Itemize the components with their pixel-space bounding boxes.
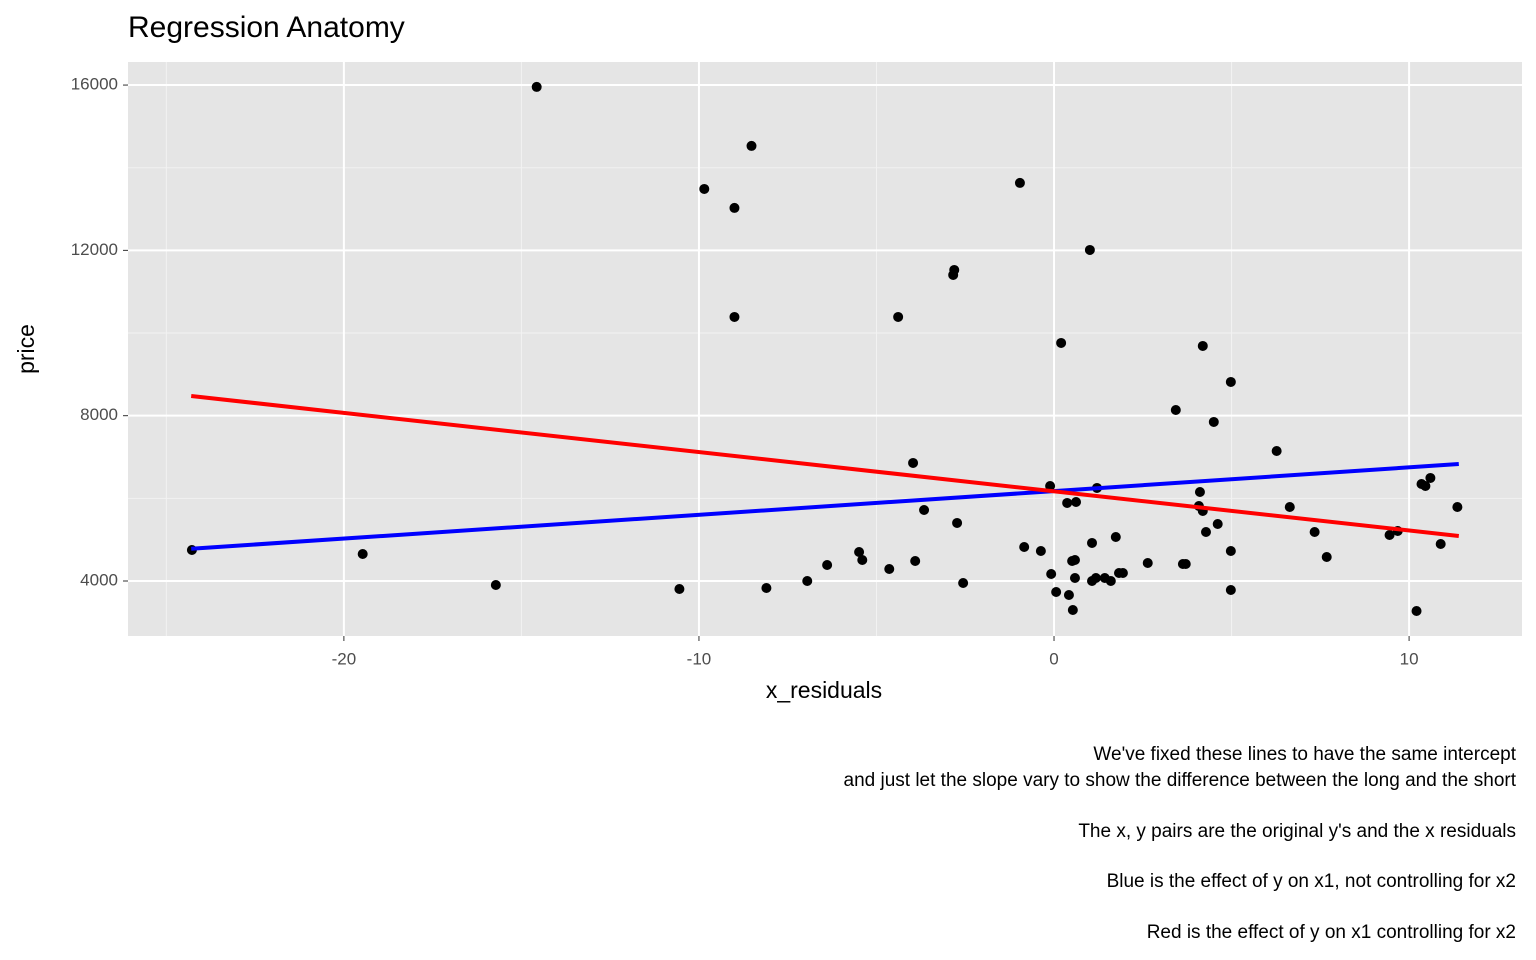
point	[1142, 557, 1153, 568]
regression-line	[191, 462, 1459, 551]
point	[1435, 539, 1446, 550]
point	[699, 183, 710, 194]
point	[1110, 531, 1121, 542]
point	[1084, 244, 1095, 255]
caption-line: The x, y pairs are the original y's and …	[1078, 821, 1516, 842]
point	[1284, 501, 1295, 512]
point	[910, 555, 921, 566]
point	[1019, 541, 1030, 552]
plot-panel	[128, 62, 1522, 636]
point	[674, 584, 685, 595]
point	[1197, 340, 1208, 351]
point	[1069, 554, 1080, 565]
x-tick-label: 10	[1400, 649, 1419, 668]
point	[908, 457, 919, 468]
point	[1014, 177, 1025, 188]
point	[1035, 545, 1046, 556]
point	[1452, 501, 1463, 512]
point	[1069, 572, 1080, 583]
point	[884, 564, 895, 575]
x-tick-label: -10	[687, 649, 712, 668]
point	[1090, 572, 1101, 583]
point	[1309, 526, 1320, 537]
point	[1056, 337, 1067, 348]
point	[1321, 551, 1332, 562]
point	[822, 559, 833, 570]
point	[1384, 529, 1395, 540]
point	[1271, 445, 1282, 456]
point	[893, 311, 904, 322]
x-axis-label: x_residuals	[766, 677, 882, 703]
point	[1194, 486, 1205, 497]
point	[1105, 575, 1116, 586]
point	[729, 311, 740, 322]
point	[1411, 605, 1422, 616]
point	[857, 554, 868, 565]
point	[854, 546, 865, 557]
point	[1425, 472, 1436, 483]
y-tick-label: 4000	[80, 570, 118, 589]
point	[1067, 605, 1078, 616]
point	[1225, 545, 1236, 556]
point	[1117, 567, 1128, 578]
y-tick-label: 16000	[71, 75, 118, 94]
point	[1045, 480, 1056, 491]
point	[1180, 559, 1191, 570]
point	[952, 517, 963, 528]
point	[729, 202, 740, 213]
x-tick-label: 0	[1049, 649, 1058, 668]
point	[490, 580, 501, 591]
point	[1170, 404, 1181, 415]
point	[1420, 480, 1431, 491]
point	[802, 575, 813, 586]
point	[746, 140, 757, 151]
point	[1212, 519, 1223, 530]
point	[1225, 376, 1236, 387]
point	[1225, 585, 1236, 596]
point	[1051, 586, 1062, 597]
point	[1208, 416, 1219, 427]
point	[919, 504, 930, 515]
point	[531, 81, 542, 92]
point	[761, 582, 772, 593]
point	[1063, 590, 1074, 601]
point	[1046, 569, 1057, 580]
point	[1071, 496, 1082, 507]
caption-line: We've fixed these lines to have the same…	[1093, 744, 1516, 765]
point	[1200, 526, 1211, 537]
x-tick-label: -20	[332, 649, 357, 668]
point	[949, 264, 960, 275]
chart-title: Regression Anatomy	[128, 11, 405, 44]
caption-line: Red is the effect of y on x1 controlling…	[1147, 922, 1516, 943]
y-axis-label: price	[13, 324, 39, 374]
point	[958, 577, 969, 588]
point	[1062, 497, 1073, 508]
caption-line: Blue is the effect of y on x1, not contr…	[1107, 871, 1516, 892]
y-tick-label: 8000	[80, 405, 118, 424]
y-tick-label: 12000	[71, 240, 118, 259]
point	[357, 549, 368, 560]
point	[1087, 537, 1098, 548]
regression-line	[190, 394, 1460, 538]
caption-line: and just let the slope vary to show the …	[844, 770, 1517, 791]
